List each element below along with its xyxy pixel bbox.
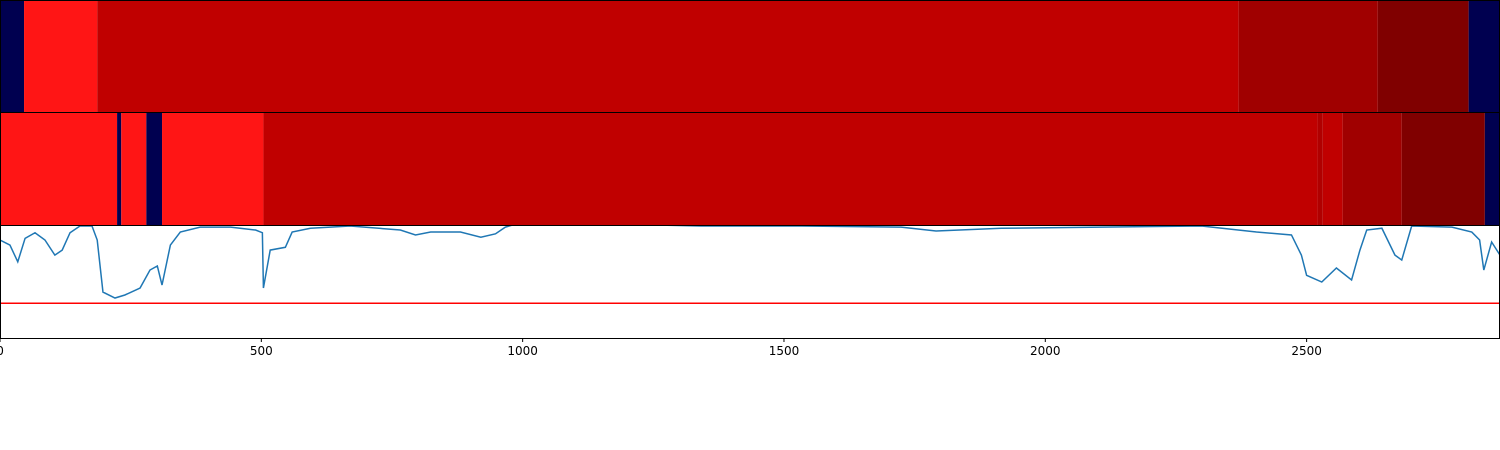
line-series [0, 226, 1500, 299]
x-tick-label: 2000 [1030, 344, 1061, 358]
strip-segment [0, 113, 118, 225]
x-tick-label: 500 [250, 344, 273, 358]
strip-segment [1484, 113, 1500, 225]
strip-segment [1342, 113, 1402, 225]
strip-segment [1377, 1, 1469, 112]
strip-segment [0, 1, 25, 112]
strip-segment [24, 1, 98, 112]
strip-segment [1401, 113, 1485, 225]
x-tick-label: 1000 [507, 344, 538, 358]
strip-segment [1238, 1, 1378, 112]
strip-segment [121, 113, 147, 225]
strip-segment [162, 113, 264, 225]
strip-segment [97, 1, 1239, 112]
x-tick-label: 1500 [769, 344, 800, 358]
strip-segment [263, 113, 1318, 225]
x-tick-label: 0 [0, 344, 4, 358]
x-tick-label: 2500 [1291, 344, 1322, 358]
strip-segment [1322, 113, 1343, 225]
strip-segment [1468, 1, 1500, 112]
strip-segment [146, 113, 163, 225]
strip-segment [1317, 113, 1323, 225]
panel-frame [0, 225, 1500, 339]
strip-segment [117, 113, 122, 225]
